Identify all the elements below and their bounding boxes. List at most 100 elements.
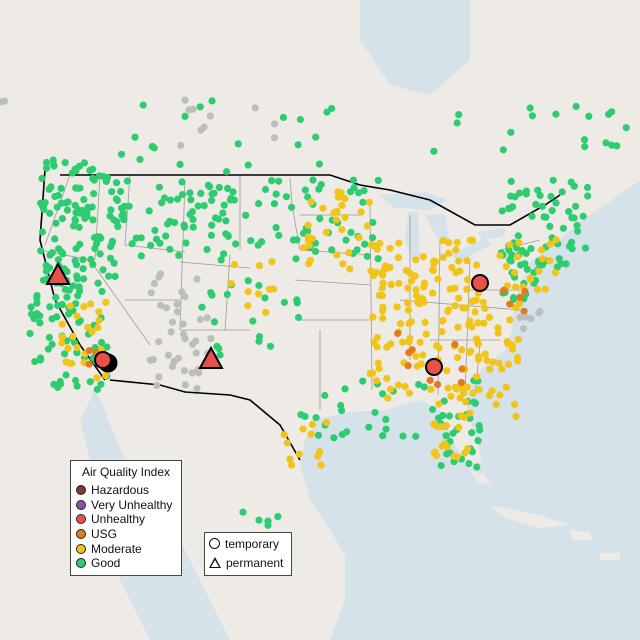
site-dot-nodata — [179, 320, 187, 328]
site-dot-moderate — [429, 266, 437, 274]
site-dot-moderate — [422, 330, 430, 338]
site-dot-moderate — [366, 369, 374, 378]
site-dot-good — [304, 193, 312, 201]
site-dot-moderate — [511, 304, 520, 312]
site-dot-good — [73, 349, 81, 357]
site-dot-moderate — [453, 354, 462, 362]
site-dot-moderate — [365, 198, 373, 206]
site-dot-moderate — [442, 422, 450, 430]
site-dot-good — [198, 303, 206, 311]
site-dot-moderate — [262, 308, 270, 316]
site-dot-moderate — [308, 420, 317, 429]
site-dot-moderate — [401, 382, 409, 391]
site-dot-good — [282, 193, 290, 201]
site-dot-good — [39, 203, 47, 211]
site-dot-good — [546, 222, 554, 230]
site-dot-moderate — [338, 226, 346, 234]
site-dot-moderate — [102, 298, 110, 306]
site-dot-moderate — [485, 313, 493, 321]
site-dot-good — [567, 178, 575, 186]
site-dot-good — [62, 371, 70, 379]
site-dot-moderate — [506, 316, 514, 324]
site-dot-moderate — [339, 260, 347, 268]
site-dot-good — [208, 97, 216, 105]
site-dot-good — [74, 292, 82, 300]
site-dot-good — [449, 429, 457, 437]
site-dot-good — [288, 203, 296, 211]
site-dot-moderate — [457, 412, 465, 420]
site-dot-moderate — [73, 343, 81, 352]
site-dot-moderate — [412, 286, 420, 294]
site-dot-good — [360, 187, 368, 195]
site-dot-good — [234, 140, 242, 148]
site-dot-moderate — [552, 236, 560, 244]
site-dot-nodata — [157, 270, 165, 278]
site-dot-moderate — [495, 359, 503, 367]
site-dot-good — [47, 183, 55, 191]
site-dot-good — [540, 213, 548, 221]
site-dot-moderate — [502, 262, 510, 271]
site-dot-good — [363, 252, 371, 260]
site-dot-good — [162, 232, 170, 240]
site-dot-moderate — [395, 239, 403, 247]
site-dot-usg — [85, 347, 93, 355]
site-dot-good — [188, 208, 196, 216]
site-dot-moderate — [505, 360, 513, 368]
site-dot-good — [321, 391, 329, 400]
site-dot-moderate — [452, 269, 460, 277]
site-dot-moderate — [451, 383, 459, 391]
site-dot-good — [75, 283, 83, 291]
moderate-swatch — [76, 543, 86, 554]
site-dot-moderate — [58, 320, 66, 328]
site-dot-good — [312, 414, 320, 422]
site-dot-moderate — [369, 313, 377, 321]
site-dot-moderate — [374, 359, 382, 367]
site-dot-moderate — [473, 373, 481, 381]
site-dot-moderate — [394, 254, 403, 262]
site-dot-good — [374, 176, 382, 184]
site-dot-moderate — [295, 450, 303, 458]
site-dot-good — [622, 124, 630, 132]
site-dot-moderate — [466, 348, 474, 356]
site-dot-good — [369, 218, 377, 227]
site-dot-good — [73, 382, 81, 390]
site-dot-moderate — [464, 445, 472, 453]
site-dot-good — [93, 233, 101, 241]
site-dot-good — [216, 351, 224, 359]
site-dot-moderate — [332, 216, 340, 224]
site-dot-moderate — [512, 412, 520, 420]
site-dot-good — [49, 156, 57, 164]
site-dot-good — [293, 236, 301, 244]
site-dot-good — [247, 237, 255, 245]
site-dot-moderate — [481, 350, 489, 358]
site-dot-good — [474, 437, 482, 445]
site-dot-moderate — [373, 334, 381, 342]
site-dot-good — [58, 215, 66, 223]
site-dot-good — [224, 232, 232, 240]
site-dot-moderate — [404, 306, 413, 314]
site-dot-good — [80, 196, 88, 204]
site-dot-moderate — [455, 257, 463, 265]
site-dot-good — [136, 155, 144, 163]
site-dot-good — [361, 240, 369, 248]
site-dot-good — [217, 256, 225, 264]
site-dot-good — [166, 196, 174, 204]
site-dot-good — [232, 240, 240, 248]
legend-item-permanent: permanent — [205, 554, 291, 571]
site-dot-nodata — [527, 315, 535, 323]
site-dot-good — [223, 168, 231, 176]
site-dot-usg — [516, 293, 524, 301]
site-dot-good — [316, 215, 324, 223]
site-dot-good — [226, 196, 234, 204]
site-dot-good — [552, 110, 560, 118]
legend-item-hazardous: Hazardous — [71, 483, 181, 498]
site-dot-good — [61, 350, 69, 358]
site-dot-good — [222, 217, 230, 225]
site-dot-moderate — [227, 280, 235, 288]
site-dot-moderate — [373, 245, 381, 253]
site-dot-moderate — [439, 316, 447, 325]
site-dot-moderate — [93, 374, 101, 382]
site-dot-moderate — [452, 246, 460, 254]
site-dot-good — [121, 202, 129, 210]
site-dot-nodata — [192, 349, 200, 357]
